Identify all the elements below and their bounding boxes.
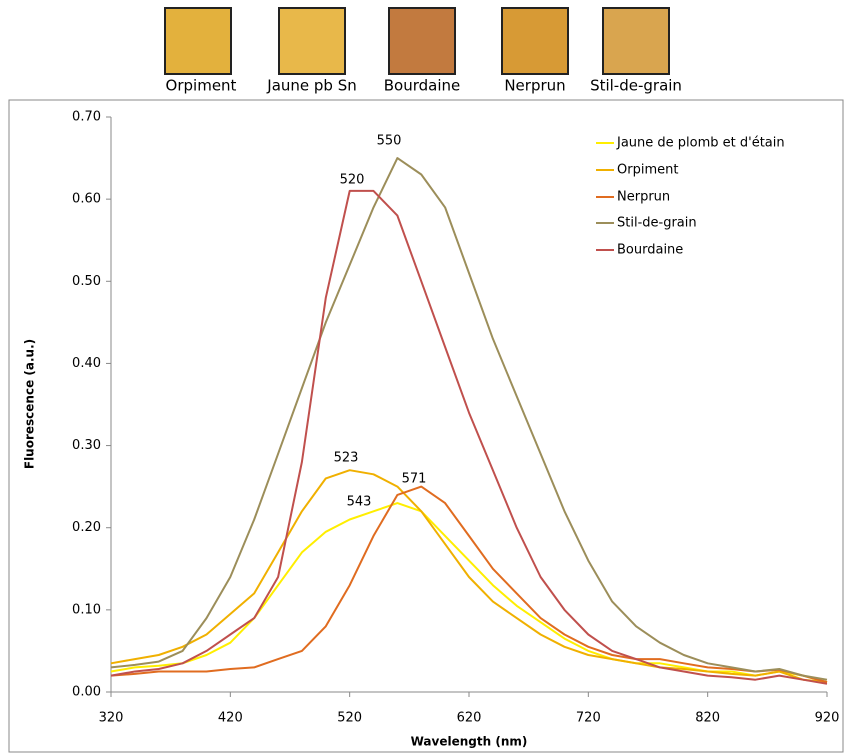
y-tick-label: 0.40: [72, 356, 101, 371]
x-tick-label: 420: [218, 711, 243, 726]
swatch-label: Bourdaine: [384, 77, 461, 95]
swatch-label: Stil-de-grain: [590, 77, 682, 95]
swatch: [501, 7, 569, 75]
y-tick-label: 0.60: [72, 192, 101, 207]
peak-annotation: 543: [347, 495, 372, 510]
legend-label: Nerprun: [617, 190, 670, 205]
y-axis-label: Fluorescence (a.u.): [23, 339, 37, 469]
peak-annotation: 523: [334, 451, 359, 466]
x-tick-label: 920: [815, 711, 840, 726]
peak-annotation: 571: [402, 472, 427, 487]
swatch-label: Nerprun: [504, 77, 565, 95]
swatch-label: Orpiment: [166, 77, 237, 95]
swatch: [278, 7, 346, 75]
x-tick-label: 820: [695, 711, 720, 726]
series-line: [110, 485, 828, 684]
x-tick-label: 620: [457, 711, 482, 726]
series-line: [110, 469, 828, 684]
swatch: [602, 7, 670, 75]
y-tick-label: 0.00: [72, 685, 101, 700]
series-line: [110, 157, 828, 681]
x-tick-label: 320: [99, 711, 124, 726]
chart-frame: [8, 99, 844, 753]
y-tick-label: 0.10: [72, 602, 101, 617]
legend-label: Orpiment: [617, 163, 678, 178]
legend-label: Bourdaine: [617, 243, 683, 258]
y-tick-label: 0.20: [72, 520, 101, 535]
swatch: [164, 7, 232, 75]
x-axis-label: Wavelength (nm): [411, 735, 528, 749]
swatches: Orpiment Jaune pb Sn Bourdaine Nerprun S…: [164, 7, 682, 95]
peak-annotation: 550: [377, 134, 402, 149]
y-tick-label: 0.50: [72, 274, 101, 289]
series-line: [110, 189, 828, 685]
legend-label: Stil-de-grain: [617, 216, 697, 231]
x-tick-label: 720: [576, 711, 601, 726]
peak-annotation: 520: [340, 173, 365, 188]
swatch: [388, 7, 456, 75]
y-tick-label: 0.70: [72, 110, 101, 125]
x-tick-label: 520: [337, 711, 362, 726]
legend-label: Jaune de plomb et d'étain: [616, 136, 785, 151]
swatch-label: Jaune pb Sn: [266, 77, 356, 95]
y-tick-label: 0.30: [72, 438, 101, 453]
